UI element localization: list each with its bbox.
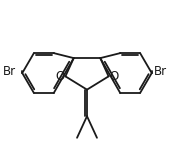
Text: O: O [110,70,119,83]
Text: Br: Br [153,65,167,78]
Text: Br: Br [2,65,15,78]
Text: O: O [55,70,64,83]
